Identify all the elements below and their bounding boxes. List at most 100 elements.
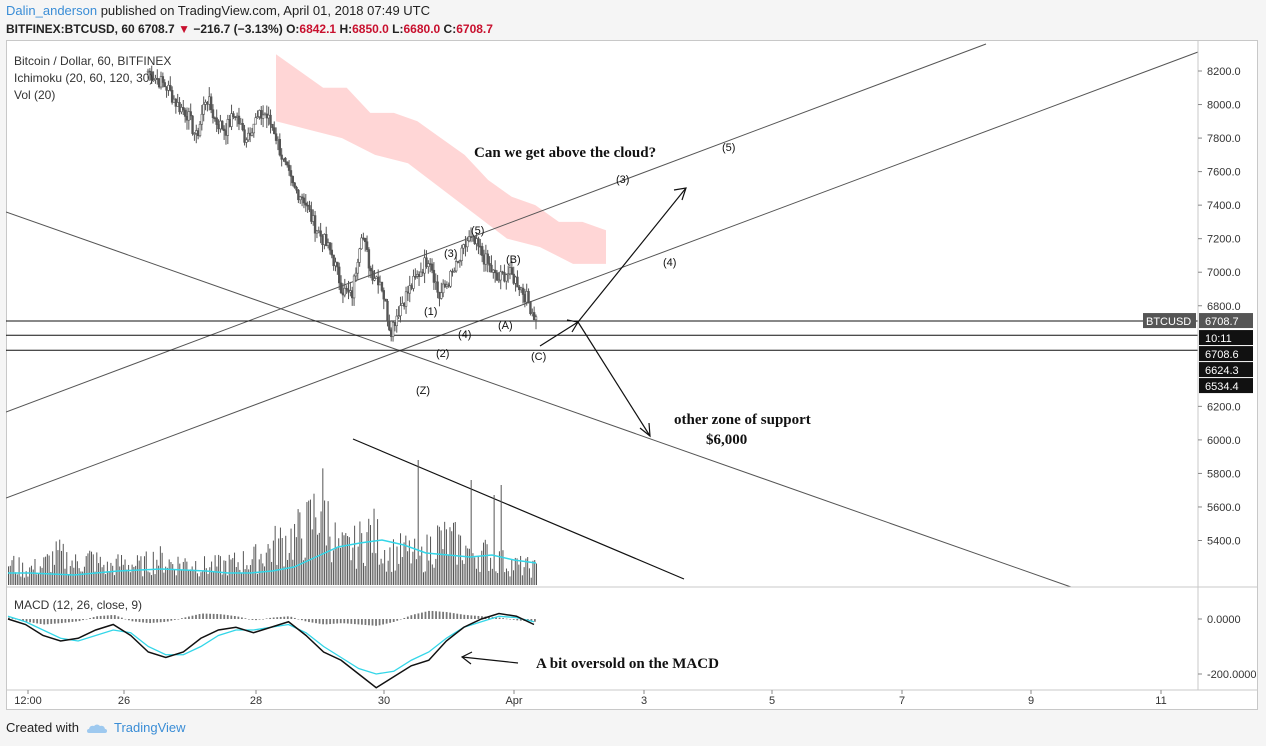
candle [412, 269, 415, 292]
wave-label-a: (A) [498, 320, 513, 332]
candle [263, 112, 267, 116]
macd-histogram-bar [124, 618, 127, 620]
candle [161, 72, 165, 88]
volume-bar [311, 529, 313, 585]
wave-label-1: (1) [424, 306, 437, 318]
macd-histogram-bar [417, 613, 420, 619]
macd-histogram-bar [149, 619, 152, 624]
volume-bar [262, 563, 264, 585]
ichimoku-cloud [276, 54, 606, 264]
volume-bar [521, 575, 523, 585]
macd-histogram-bar [389, 619, 392, 623]
macd-histogram-bar [406, 616, 409, 619]
macd-histogram-bar [106, 615, 109, 619]
volume-bar [218, 554, 220, 585]
candle [440, 282, 443, 300]
volume-bar [433, 567, 435, 585]
volume-bar [523, 567, 525, 585]
volume-bar [173, 569, 175, 585]
volume-bar [32, 569, 34, 585]
tradingview-brand-link[interactable]: TradingView [114, 720, 186, 735]
volume-bar [18, 557, 20, 585]
volume-bar [99, 556, 101, 585]
candle [512, 266, 515, 285]
open-value: 6842.1 [299, 22, 337, 36]
time-tick-label: 9 [1028, 695, 1034, 707]
volume-bar [410, 563, 412, 585]
macd-histogram-bar [308, 619, 310, 623]
macd-axis[interactable]: 0.0000 -200.0000 [1198, 614, 1257, 681]
price-axis[interactable]: 8200.0 8000.0 7800.0 7600.0 7400.0 7200.0 7000… [1198, 66, 1241, 548]
candle [415, 270, 419, 279]
volume-bar [27, 576, 29, 585]
volume-bar [458, 534, 460, 585]
volume-bar [255, 544, 257, 585]
macd-histogram-bar [378, 619, 381, 626]
volume-bar [387, 560, 389, 585]
published-text: published on TradingView.com, April 01, … [100, 3, 431, 18]
time-tick-label: Apr [505, 695, 522, 707]
macd-histogram-bar [269, 617, 272, 619]
price-chart[interactable]: Bitcoin / Dollar, 60, BITFINEX Ichimoku … [6, 40, 1258, 710]
time-tick-label: 5 [769, 695, 775, 707]
candle [291, 175, 295, 187]
volume-bar [359, 521, 361, 585]
volume-bar [456, 564, 458, 585]
candle [349, 281, 352, 297]
candle [276, 136, 280, 151]
macd-histogram-bar [311, 619, 314, 623]
candle [373, 270, 376, 282]
volume-bar [509, 576, 511, 585]
candle [384, 298, 387, 302]
volume-bar [242, 551, 244, 585]
author-link[interactable]: Dalin_anderson [6, 3, 98, 18]
volume-bar [39, 566, 41, 585]
candle [293, 182, 296, 189]
candle [451, 268, 454, 277]
macd-histogram-bar [244, 618, 247, 619]
volume-bar [76, 561, 78, 585]
volume-bar [23, 577, 25, 585]
up-arrow-shaft-2 [577, 187, 687, 323]
price-tick-label: 5800.0 [1207, 468, 1241, 480]
candle [352, 274, 356, 306]
volume-bar [138, 560, 140, 585]
volume-bar [122, 564, 124, 585]
annotation-cloud-question: Can we get above the cloud? [474, 145, 656, 161]
volume-bar [334, 522, 336, 585]
volume-bar [396, 546, 398, 585]
close-value: 6708.7 [456, 22, 493, 36]
candle [215, 109, 218, 133]
candle [156, 69, 159, 85]
volume-bar [271, 561, 273, 585]
candle [488, 256, 491, 273]
footer: Created with TradingView [6, 720, 186, 735]
volume-bar [20, 576, 22, 585]
macd-tick-label: 0.0000 [1207, 614, 1241, 626]
volume-bar [78, 568, 80, 585]
volume-bar [491, 568, 493, 585]
macd-histogram-bar [29, 619, 31, 623]
time-axis[interactable]: 12:00 26 28 30 Apr 3 5 7 9 11 [14, 690, 1167, 707]
trend-lines [6, 43, 1199, 588]
price-tick-label: 8200.0 [1207, 66, 1241, 78]
volume-bar [511, 559, 513, 585]
volume-bar [532, 560, 534, 585]
macd-histogram-bar [276, 617, 279, 619]
volume-bar [274, 525, 276, 585]
volume-bar [343, 535, 345, 585]
macd-histogram-bar [502, 618, 505, 619]
volume-bar [355, 568, 357, 585]
volume-bar [306, 502, 308, 585]
macd-histogram-bar [156, 619, 159, 623]
macd-histogram-bar [421, 612, 423, 619]
annotation-support-zone: other zone of support [674, 412, 811, 428]
candle [421, 268, 424, 277]
volume-bar [41, 567, 43, 585]
price-tick-label: 6800.0 [1207, 301, 1241, 313]
time-tick-label: 26 [118, 695, 130, 707]
volume-bar [172, 564, 174, 585]
macd-histogram-bar [36, 619, 39, 624]
volume-bar [440, 530, 442, 585]
volume-bar [486, 544, 488, 585]
